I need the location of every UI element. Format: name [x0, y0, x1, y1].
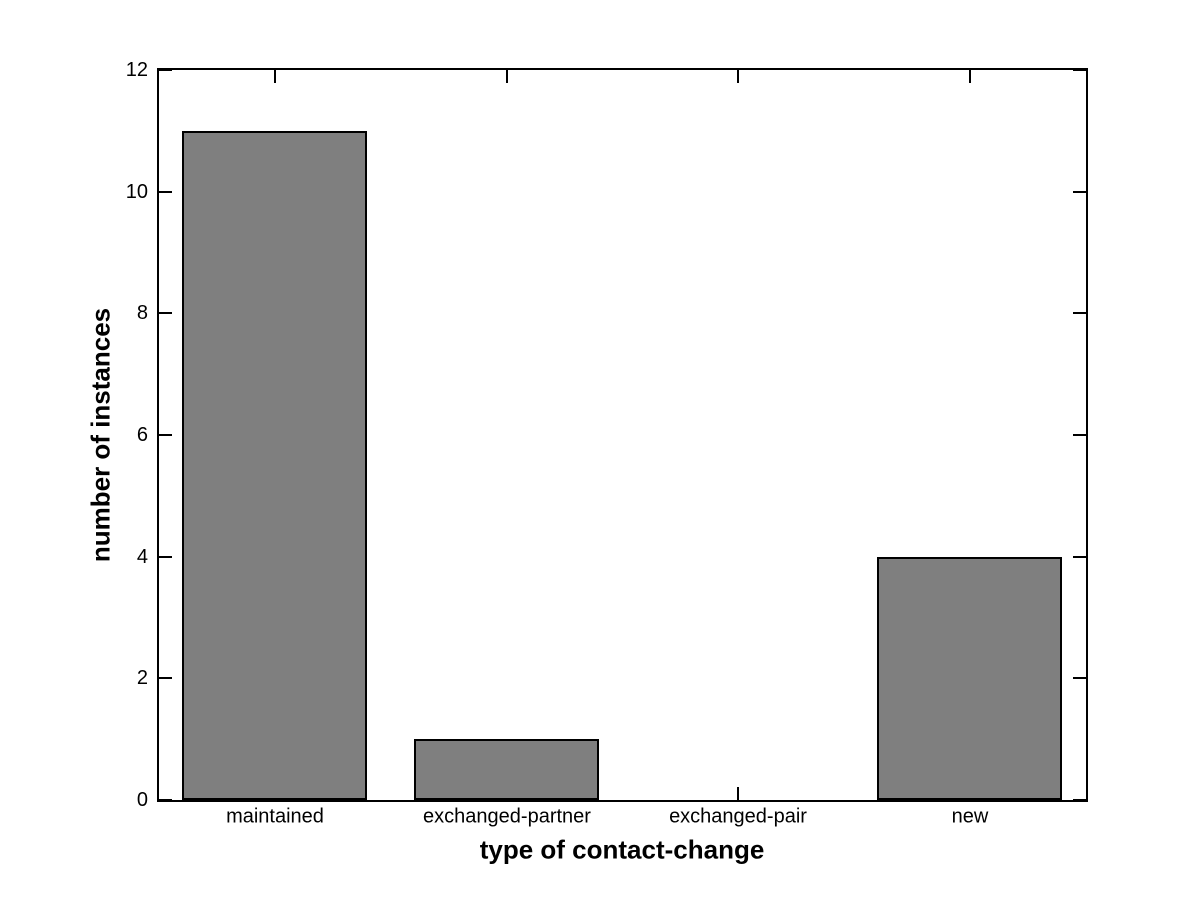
- x-axis-label: type of contact-change: [479, 834, 765, 865]
- bar-maintained: [182, 131, 367, 800]
- x-tick-label: exchanged-partner: [423, 805, 591, 828]
- y-tick-label: 2: [136, 667, 148, 689]
- y-tick-label: 6: [136, 424, 148, 446]
- x-tick-mark-top: [506, 70, 508, 83]
- y-tick-mark: [159, 799, 172, 801]
- bar-exchanged-partner: [414, 739, 599, 800]
- y-tick-mark-right: [1073, 677, 1086, 679]
- y-tick-mark-right: [1073, 191, 1086, 193]
- y-tick-mark-right: [1073, 434, 1086, 436]
- y-tick-mark-right: [1073, 556, 1086, 558]
- x-tick-mark: [737, 787, 739, 800]
- x-tick-mark-top: [737, 70, 739, 83]
- y-tick-mark: [159, 556, 172, 558]
- y-tick-label: 12: [125, 59, 148, 81]
- y-tick-mark: [159, 191, 172, 193]
- y-tick-mark-right: [1073, 799, 1086, 801]
- y-tick-mark-right: [1073, 312, 1086, 314]
- x-tick-mark-top: [274, 70, 276, 83]
- x-tick-label: maintained: [226, 805, 324, 828]
- x-tick-label: new: [951, 805, 989, 828]
- y-tick-label: 4: [136, 546, 148, 568]
- y-tick-label: 8: [136, 302, 148, 324]
- x-tick-mark-top: [969, 70, 971, 83]
- y-tick-mark-right: [1073, 69, 1086, 71]
- y-tick-label: 0: [136, 789, 148, 811]
- y-tick-mark: [159, 312, 172, 314]
- y-tick-mark: [159, 69, 172, 71]
- y-tick-mark: [159, 434, 172, 436]
- y-tick-label: 10: [125, 181, 148, 203]
- bar-new: [877, 557, 1062, 800]
- plot-area: [157, 68, 1088, 802]
- y-tick-mark: [159, 677, 172, 679]
- x-tick-label: exchanged-pair: [669, 805, 807, 828]
